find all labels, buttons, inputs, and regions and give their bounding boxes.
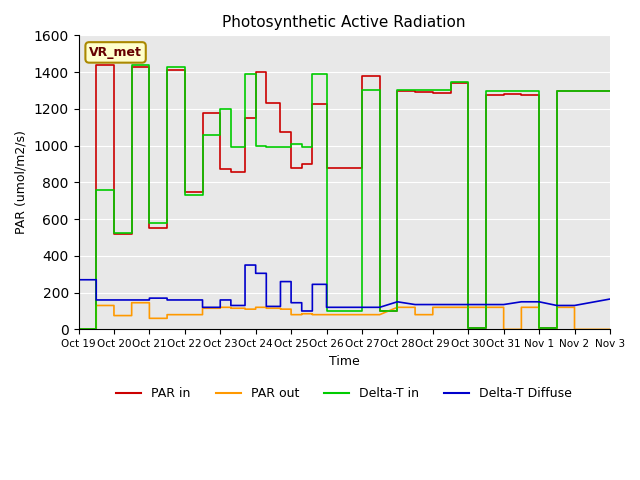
PAR out [518, 304, 525, 310]
PAR out [606, 326, 614, 332]
X-axis label: Time: Time [329, 355, 360, 368]
Legend: PAR in, PAR out, Delta-T in, Delta-T Diffuse: PAR in, PAR out, Delta-T in, Delta-T Dif… [111, 383, 577, 406]
Y-axis label: PAR (umol/m2/s): PAR (umol/m2/s) [15, 131, 28, 234]
PAR out [376, 312, 383, 318]
PAR in [227, 167, 235, 172]
Delta-T Diffuse [308, 281, 316, 287]
PAR in [518, 92, 525, 98]
PAR in [92, 62, 100, 68]
Delta-T in [227, 106, 235, 112]
PAR out [128, 312, 136, 318]
Delta-T in [518, 88, 525, 94]
PAR out [198, 312, 206, 318]
PAR in [518, 91, 525, 97]
Delta-T in [518, 88, 525, 94]
Delta-T Diffuse [128, 297, 136, 303]
Delta-T Diffuse [75, 277, 83, 283]
Delta-T Diffuse [181, 297, 189, 303]
PAR in [252, 69, 259, 75]
Delta-T in [351, 308, 358, 314]
PAR in [163, 67, 171, 73]
Line: Delta-T in: Delta-T in [79, 65, 610, 329]
Delta-T Diffuse [241, 262, 249, 268]
Delta-T in [606, 88, 614, 94]
Delta-T in [252, 143, 259, 148]
PAR out [227, 304, 235, 310]
Line: PAR out: PAR out [79, 303, 610, 329]
Line: Delta-T Diffuse: Delta-T Diffuse [79, 265, 610, 311]
Delta-T Diffuse [394, 299, 401, 305]
Delta-T Diffuse [535, 299, 543, 305]
Title: Photosynthetic Active Radiation: Photosynthetic Active Radiation [223, 15, 466, 30]
Line: PAR in: PAR in [79, 65, 610, 329]
Delta-T in [128, 62, 136, 68]
PAR in [75, 326, 83, 332]
Delta-T in [75, 326, 83, 332]
PAR in [351, 165, 358, 170]
Delta-T in [163, 64, 171, 70]
PAR out [128, 300, 136, 306]
PAR out [75, 326, 83, 332]
Delta-T Diffuse [298, 308, 305, 314]
Delta-T Diffuse [216, 297, 224, 303]
PAR out [308, 311, 316, 317]
PAR in [606, 88, 614, 94]
Text: VR_met: VR_met [89, 46, 142, 59]
Delta-T Diffuse [606, 296, 614, 302]
